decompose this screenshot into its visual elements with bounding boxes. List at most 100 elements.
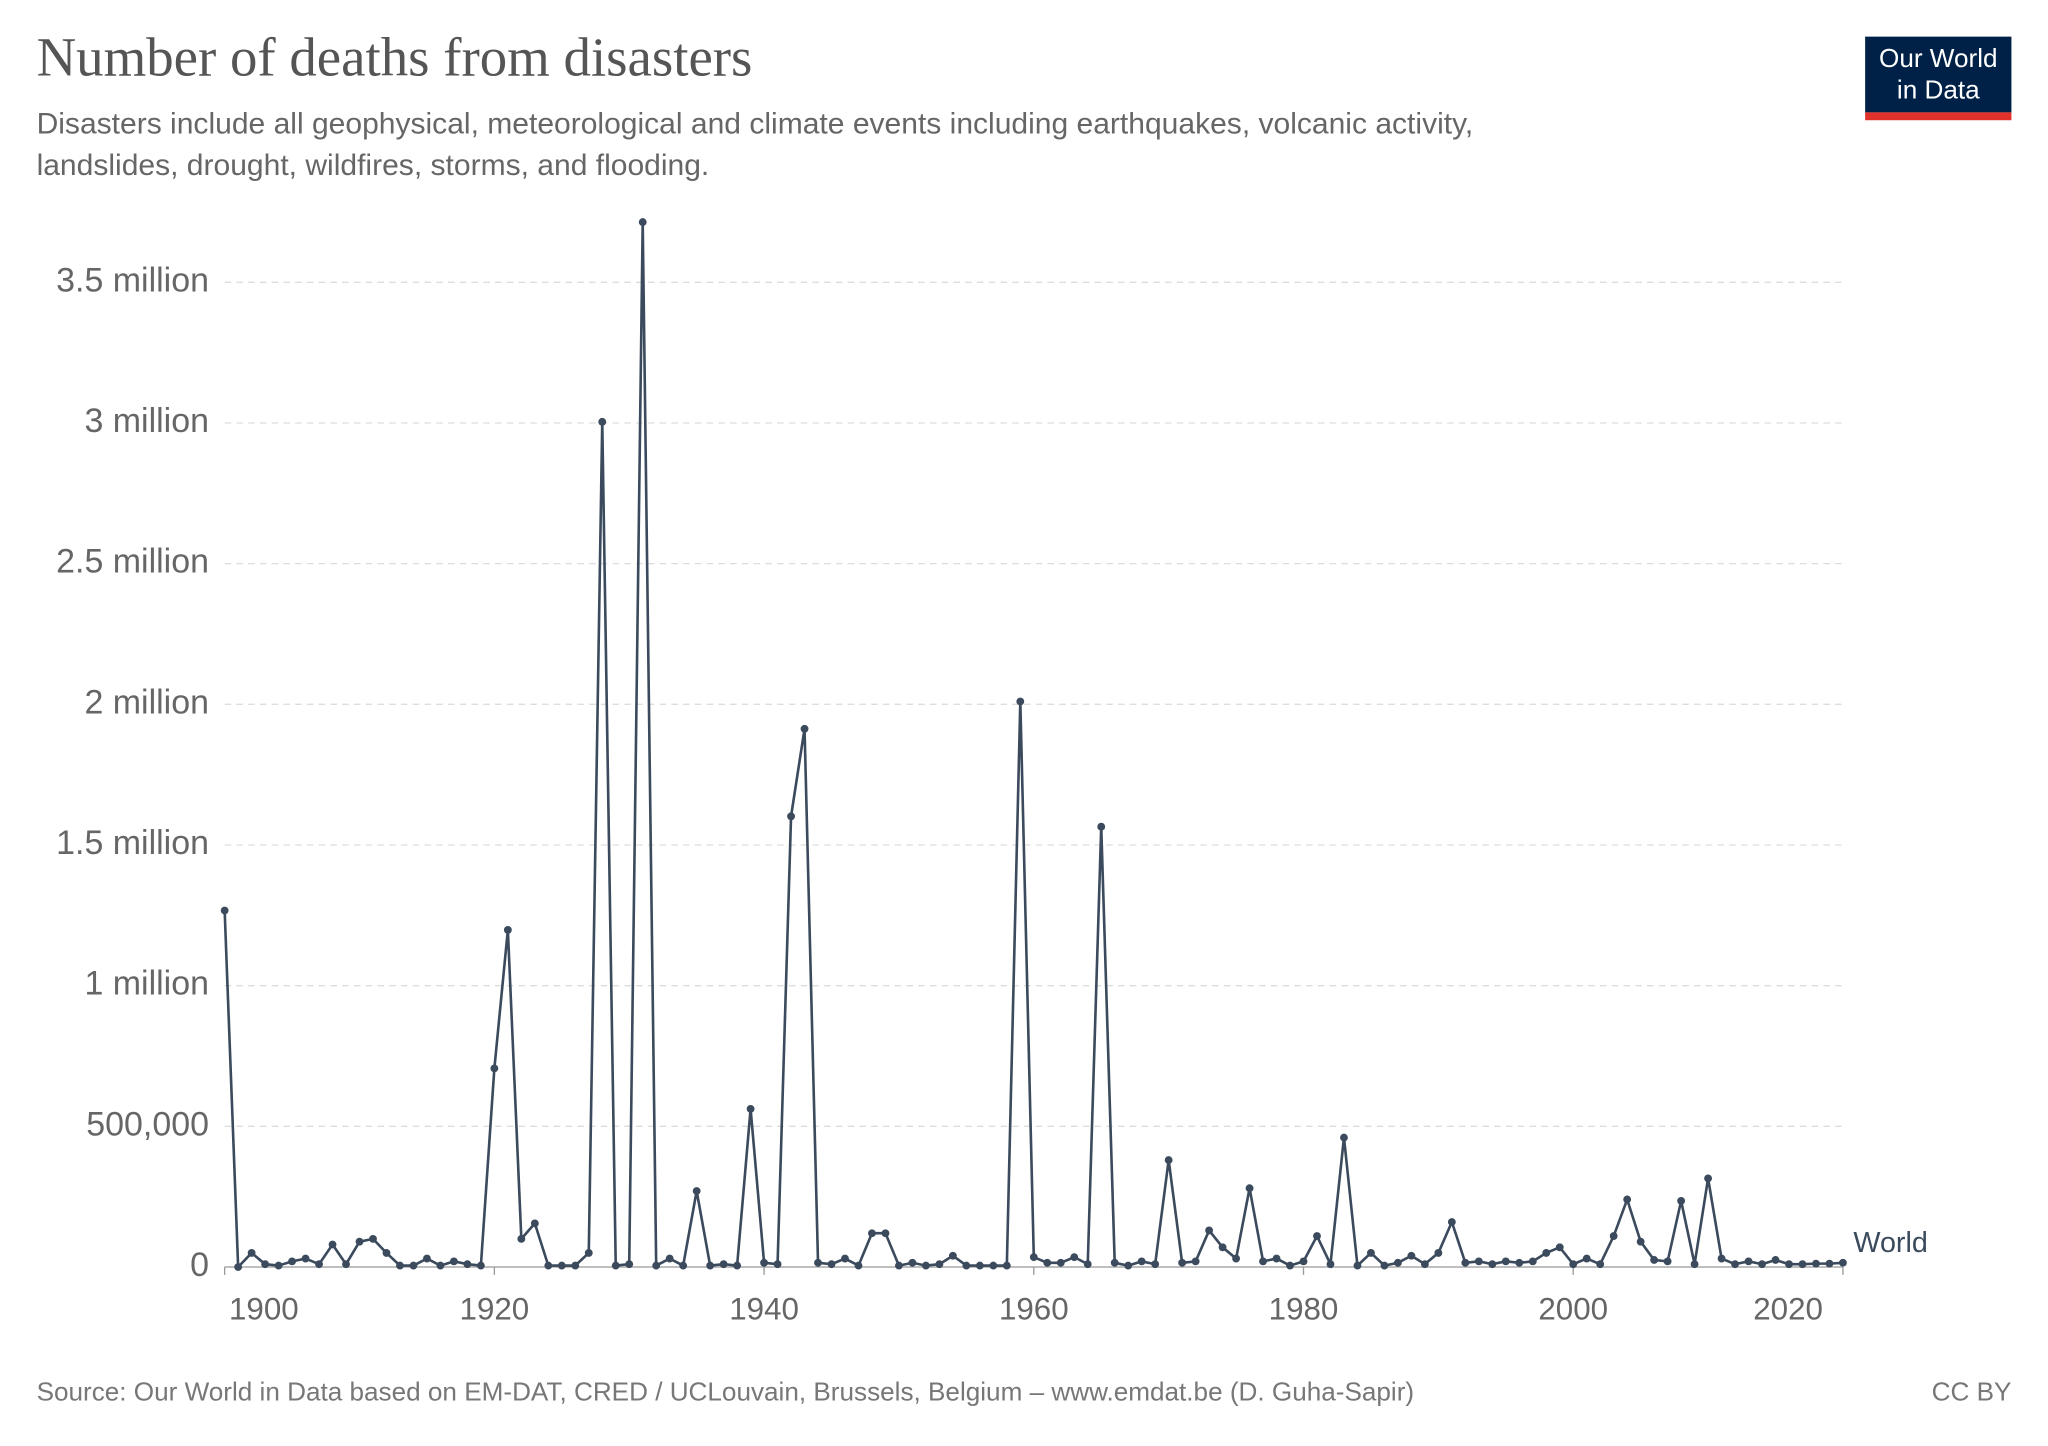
chart-title: Number of deaths from disasters (37, 26, 753, 87)
y-tick-label: 3.5 million (56, 261, 209, 299)
point (1839, 1258, 1847, 1267)
point (1758, 1260, 1766, 1269)
point (301, 1254, 310, 1263)
point (396, 1261, 404, 1270)
point (611, 1261, 620, 1270)
point (220, 906, 229, 915)
point (261, 1260, 270, 1269)
point (1083, 1260, 1092, 1269)
point (1636, 1237, 1645, 1246)
point (436, 1261, 445, 1270)
point (1474, 1257, 1483, 1266)
point (1677, 1196, 1686, 1205)
point (409, 1261, 418, 1270)
point (584, 1249, 593, 1257)
point (1609, 1232, 1618, 1240)
x-tick-label: 2020 (1753, 1292, 1823, 1327)
point (1029, 1253, 1038, 1262)
point (975, 1261, 984, 1270)
point (557, 1261, 566, 1270)
y-tick-label: 1 million (84, 965, 208, 1003)
point (814, 1258, 822, 1267)
point (719, 1260, 728, 1269)
y-tick-label: 2 million (84, 683, 208, 721)
point (1367, 1249, 1375, 1257)
chart-subtitle: landslides, drought, wildfires, storms, … (37, 149, 710, 182)
point (1798, 1260, 1807, 1269)
logo-bar (1865, 112, 2012, 121)
logo-box (1865, 36, 2012, 113)
point (1569, 1260, 1578, 1269)
point (449, 1257, 458, 1266)
point (733, 1261, 742, 1270)
point (598, 417, 607, 426)
point (517, 1234, 526, 1243)
x-tick-label: 1980 (1269, 1292, 1339, 1327)
point (1164, 1156, 1173, 1165)
point (1704, 1174, 1712, 1183)
x-tick-label: 1900 (229, 1292, 299, 1327)
point (1070, 1253, 1079, 1262)
point (1259, 1257, 1267, 1266)
point (989, 1261, 998, 1270)
point (800, 724, 809, 733)
point (234, 1263, 243, 1271)
point (476, 1261, 485, 1270)
line (223, 222, 1844, 1271)
point (1205, 1226, 1214, 1235)
x-tick-label: 1940 (729, 1292, 799, 1327)
point (1326, 1260, 1335, 1269)
point (773, 1260, 782, 1269)
point (746, 1104, 755, 1113)
point (1191, 1257, 1200, 1266)
y-tick-label: 500,000 (86, 1105, 209, 1143)
point (274, 1261, 283, 1270)
point (342, 1260, 350, 1269)
point (1286, 1261, 1294, 1270)
point (625, 1260, 634, 1269)
point (1002, 1261, 1011, 1270)
point (1623, 1195, 1632, 1204)
point (1178, 1258, 1187, 1267)
point (1555, 1243, 1564, 1252)
point (1744, 1257, 1753, 1266)
point (1582, 1254, 1591, 1263)
point (1812, 1259, 1820, 1268)
point (787, 812, 795, 821)
point (760, 1258, 768, 1267)
point (868, 1229, 876, 1238)
point (895, 1261, 903, 1270)
point (638, 218, 647, 227)
point (935, 1260, 944, 1269)
point (679, 1261, 688, 1270)
point (1137, 1257, 1146, 1266)
point (463, 1260, 472, 1269)
point (1393, 1258, 1402, 1267)
point (1690, 1260, 1699, 1269)
point (1110, 1258, 1119, 1267)
point (854, 1261, 863, 1270)
x-tick-label: 1960 (999, 1292, 1069, 1327)
point (1299, 1257, 1308, 1266)
point (1043, 1258, 1052, 1267)
point (369, 1234, 377, 1243)
point (328, 1240, 337, 1249)
point (692, 1187, 701, 1195)
logo-text: in Data (1897, 74, 1980, 104)
point (962, 1261, 971, 1270)
license: CC BY (1932, 1377, 2012, 1407)
chart-subtitle: Disasters include all geophysical, meteo… (37, 107, 1474, 140)
y-tick-label: 3 million (84, 402, 208, 440)
point (1650, 1256, 1659, 1264)
point (1717, 1254, 1726, 1263)
point (1218, 1243, 1227, 1252)
point (1353, 1261, 1362, 1270)
point (1731, 1260, 1739, 1269)
point (1232, 1254, 1240, 1263)
point (1825, 1259, 1834, 1268)
point (881, 1229, 890, 1238)
point (1501, 1257, 1510, 1266)
point (1056, 1258, 1065, 1267)
point (490, 1064, 499, 1073)
